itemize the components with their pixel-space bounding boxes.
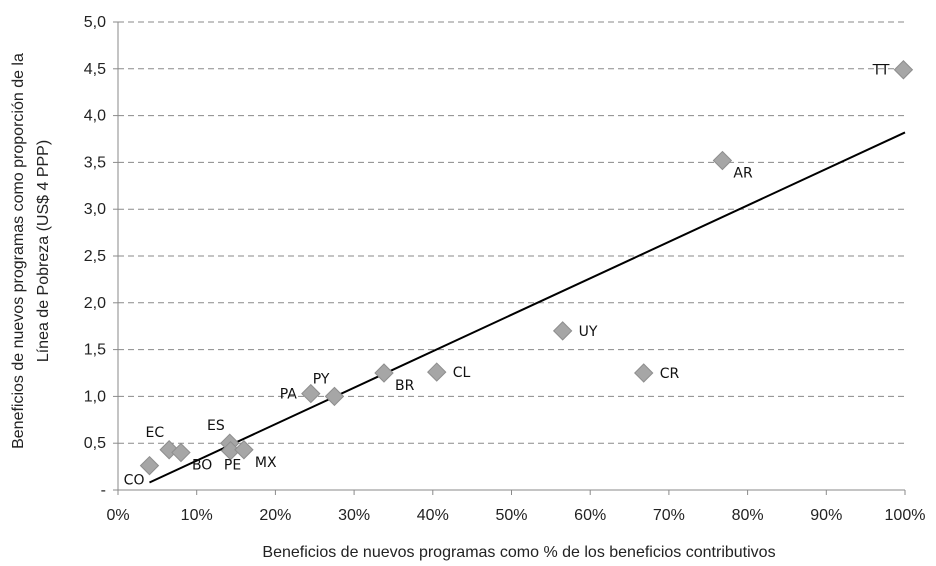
point-label: PY <box>313 371 330 387</box>
point-label: MX <box>255 455 277 471</box>
y-axis-title-line1: Beneficios de nuevos programas como prop… <box>10 53 27 449</box>
axes <box>113 21 906 495</box>
x-tick-label: 70% <box>653 507 685 524</box>
x-tick-label: 0% <box>106 507 129 524</box>
point-label: BO <box>192 458 212 474</box>
y-tick-labels: - 0,5 1,0 1,5 2,0 2,5 3,0 3,5 4,0 4,5 5,0 <box>84 14 106 499</box>
point-label: TT <box>872 63 890 79</box>
data-point <box>427 362 447 382</box>
y-tick-label: 1,0 <box>84 388 106 405</box>
point-label: PE <box>224 458 241 474</box>
y-tick-label: - <box>101 482 106 499</box>
data-point <box>893 60 914 80</box>
data-point <box>374 363 394 383</box>
y-tick-label: 4,0 <box>84 108 106 125</box>
point-label: CR <box>660 366 680 382</box>
data-point <box>139 455 160 476</box>
y-axis-title: Beneficios de nuevos programas como prop… <box>10 53 52 449</box>
point-label: EC <box>146 425 165 441</box>
data-point <box>301 383 321 404</box>
point-label: CO <box>124 473 145 489</box>
data-point <box>634 363 654 383</box>
data-point <box>234 440 254 460</box>
point-labels: CO EC BO ES PE MX PA PY BR CL UY CR AR TT <box>124 63 890 489</box>
point-label: UY <box>579 324 598 340</box>
x-tick-label: 10% <box>181 507 213 524</box>
y-tick-label: 0,5 <box>84 435 106 452</box>
gridlines <box>118 21 905 444</box>
y-tick-label: 3,0 <box>84 201 106 218</box>
trendline <box>149 131 906 484</box>
x-tick-label: 20% <box>259 507 291 524</box>
x-tick-label: 80% <box>732 507 764 524</box>
trendline-group <box>149 131 906 484</box>
y-tick-label: 2,0 <box>84 295 106 312</box>
x-axis-title: Beneficios de nuevos programas como % de… <box>262 544 775 561</box>
y-tick-label: 4,5 <box>84 61 106 78</box>
x-tick-label: 50% <box>495 507 527 524</box>
y-tick-label: 3,5 <box>84 154 106 171</box>
point-label: AR <box>733 166 753 182</box>
y-tick-label: 1,5 <box>84 342 106 359</box>
y-axis-title-line2: Línea de Pobreza (US$ 4 PPP) <box>35 140 52 362</box>
y-tick-label: 2,5 <box>84 248 106 265</box>
x-tick-label: 90% <box>810 507 842 524</box>
x-tick-labels: 0% 10% 20% 30% 40% 50% 60% 70% 80% 90% 100% <box>106 507 925 524</box>
data-point <box>324 386 345 407</box>
data-point <box>552 321 573 341</box>
point-label: CL <box>453 365 471 381</box>
point-label: ES <box>207 418 225 434</box>
x-tick-label: 30% <box>338 507 370 524</box>
point-label: BR <box>395 378 415 394</box>
data-point <box>171 442 191 463</box>
y-tick-label: 5,0 <box>84 14 106 31</box>
data-point <box>712 150 733 171</box>
point-label: PA <box>280 387 298 403</box>
x-tick-label: 40% <box>417 507 449 524</box>
data-points <box>139 60 914 476</box>
x-tick-label: 60% <box>574 507 606 524</box>
x-tick-label: 100% <box>885 507 926 524</box>
